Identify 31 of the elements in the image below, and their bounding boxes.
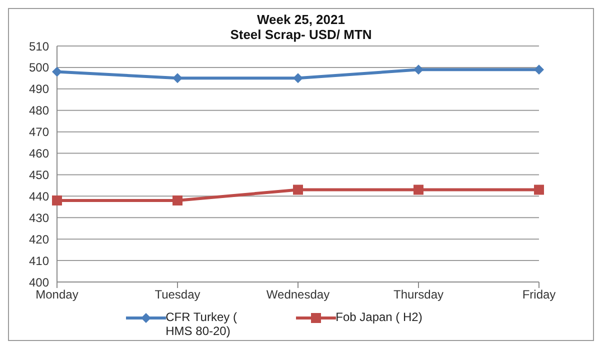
y-tick-label: 420	[28, 232, 50, 246]
point	[414, 184, 424, 195]
x-tick-label: Tuesday	[154, 288, 200, 302]
y-tick-label: 410	[28, 254, 50, 268]
point	[534, 184, 544, 195]
y-tick-label: 480	[28, 104, 50, 118]
point	[414, 64, 424, 75]
y-tick-label: 500	[28, 60, 50, 75]
x-tick-label: Friday	[522, 288, 556, 302]
point	[172, 195, 182, 206]
y-tick-label: 450	[28, 168, 50, 182]
legend-label: CFR Turkey ( HMS 80-20)	[166, 310, 238, 338]
x-tick-label: Thursday	[393, 288, 444, 302]
point	[52, 66, 62, 77]
y-tick-label: 430	[28, 210, 50, 225]
y-tick-label: 490	[28, 82, 50, 96]
point	[293, 184, 303, 195]
y-tick-label: 460	[28, 146, 50, 161]
y-tick-label: 470	[28, 125, 50, 140]
legend-label: Fob Japan ( H2)	[336, 310, 422, 324]
y-tick-label: 440	[28, 189, 50, 204]
y-tick-label: 400	[28, 275, 50, 290]
x-tick-label: Monday	[36, 288, 78, 302]
point	[172, 73, 182, 84]
chart-title: Week 25, 2021	[256, 12, 346, 27]
x-tick-label: Wednesday	[266, 288, 330, 302]
point	[52, 195, 62, 206]
point	[534, 64, 544, 75]
point	[293, 73, 303, 84]
y-tick-label: 510	[28, 39, 50, 54]
chart-subtitle: Steel Scrap- USD/ MTN	[230, 27, 372, 42]
